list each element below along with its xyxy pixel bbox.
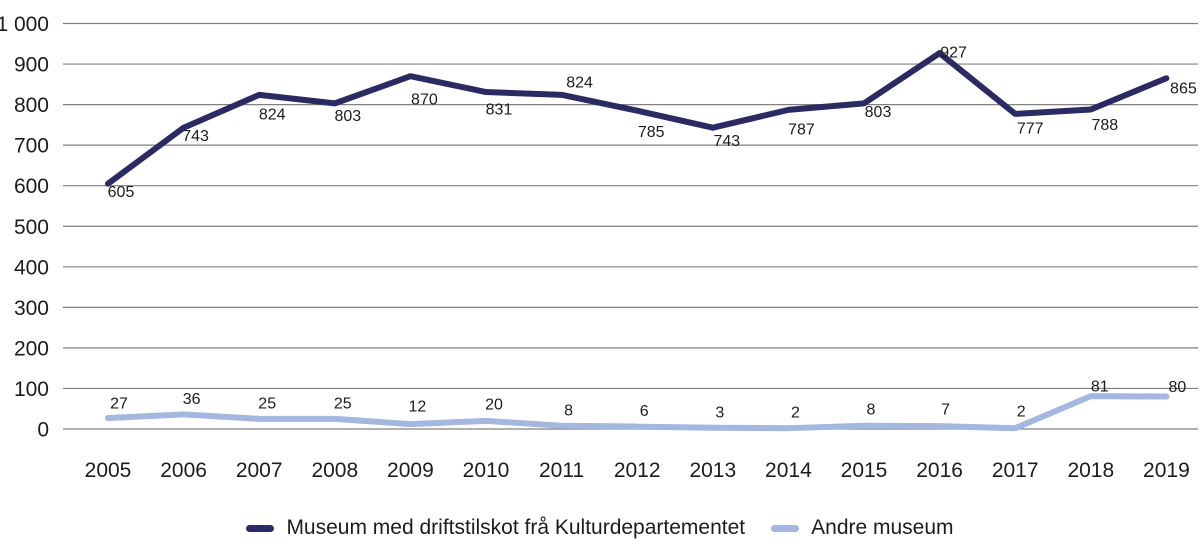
- x-axis-tick-label: 2016: [916, 459, 963, 482]
- data-label-series-1: 27: [110, 396, 128, 413]
- x-axis-tick-label: 2018: [1067, 459, 1114, 482]
- data-label-series-0: 803: [865, 104, 892, 121]
- series-line-0: [105, 50, 1170, 187]
- data-label-series-1: 81: [1091, 379, 1109, 396]
- legend-label-andre-museum: Andre museum: [811, 516, 954, 539]
- data-label-series-1: 3: [715, 404, 724, 421]
- legend-item-andre-museum: Andre museum: [771, 516, 954, 540]
- y-axis-tick-label: 900: [14, 54, 49, 77]
- data-label-series-0: 743: [182, 128, 209, 145]
- data-label-series-0: 787: [788, 121, 815, 138]
- data-label-series-0: 743: [713, 133, 740, 150]
- x-axis-tick-label: 2013: [689, 459, 736, 482]
- data-label-series-0: 865: [1170, 81, 1197, 98]
- data-label-series-1: 8: [564, 402, 573, 419]
- x-axis-tick-label: 2008: [311, 459, 358, 482]
- x-axis-tick-label: 2012: [614, 459, 661, 482]
- data-label-series-0: 824: [566, 74, 593, 91]
- x-axis-tick-label: 2005: [85, 459, 132, 482]
- x-axis-tick-label: 2017: [992, 459, 1039, 482]
- data-label-series-0: 785: [638, 124, 665, 141]
- y-axis-tick-label: 600: [14, 175, 49, 198]
- data-label-series-1: 7: [941, 402, 950, 419]
- data-label-series-1: 12: [409, 399, 427, 416]
- series-line-1: [105, 393, 1170, 432]
- legend-dash-dark-icon: [246, 524, 275, 532]
- legend-item-museum-med-driftstilskot: Museum med driftstilskot frå Kulturdepar…: [246, 516, 745, 540]
- data-label-series-0: 803: [334, 108, 361, 125]
- x-axis-tick-label: 2010: [463, 459, 510, 482]
- x-axis-tick-label: 2009: [387, 459, 434, 482]
- data-label-series-0: 777: [1017, 120, 1044, 137]
- data-label-series-1: 6: [640, 403, 649, 420]
- data-label-series-0: 605: [108, 184, 135, 201]
- y-axis-tick-label: 200: [14, 337, 49, 360]
- data-label-series-1: 36: [183, 391, 201, 408]
- y-axis-tick-label: 700: [14, 135, 49, 158]
- y-axis-tick-label: 400: [14, 256, 49, 279]
- y-axis-tick-label: 500: [14, 216, 49, 239]
- data-label-series-1: 25: [334, 395, 352, 412]
- x-axis-tick-label: 2015: [841, 459, 888, 482]
- data-label-series-0: 788: [1091, 117, 1118, 134]
- y-axis-tick-label: 300: [14, 297, 49, 320]
- x-axis-tick-label: 2019: [1143, 459, 1190, 482]
- x-axis-tick-label: 2007: [236, 459, 283, 482]
- y-axis-tick-label: 0: [37, 419, 49, 442]
- legend-label-museum-med-driftstilskot: Museum med driftstilskot frå Kulturdepar…: [286, 516, 746, 539]
- data-label-series-1: 80: [1169, 379, 1187, 396]
- x-axis-tick-label: 2014: [765, 459, 812, 482]
- y-axis-tick-label: 800: [14, 94, 49, 117]
- legend-dash-light-icon: [771, 524, 800, 532]
- data-label-series-1: 8: [867, 401, 876, 418]
- data-label-series-1: 25: [258, 395, 276, 412]
- x-axis-tick-label: 2006: [160, 459, 207, 482]
- data-label-series-0: 927: [940, 45, 967, 62]
- x-axis-tick-label: 2011: [539, 459, 584, 482]
- data-label-series-0: 831: [486, 102, 513, 119]
- data-label-series-0: 824: [259, 106, 286, 123]
- data-label-series-1: 2: [791, 405, 800, 422]
- line-chart: 0 100 200 300 400 500 600 700 800 900 1 000 2005 200…: [0, 13, 1198, 482]
- data-label-series-1: 20: [485, 396, 503, 413]
- data-label-series-1: 2: [1017, 404, 1026, 421]
- y-axis-tick-label: 100: [14, 378, 49, 401]
- data-label-series-0: 870: [411, 92, 438, 109]
- chart-legend: Museum med driftstilskot frå Kulturdepar…: [0, 516, 1200, 540]
- y-axis-tick-label: 1 000: [0, 13, 49, 36]
